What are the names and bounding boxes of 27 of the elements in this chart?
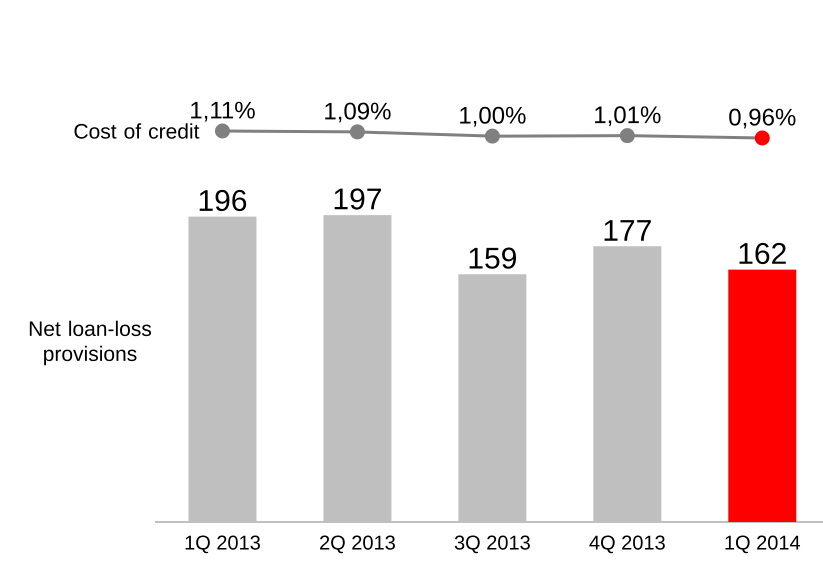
data-label: 159 [470,248,516,269]
point [350,124,365,140]
series-label: Net loan-loss provisions [30,320,152,366]
data-label: 196 [200,190,246,212]
data-label: 1,00% [460,106,526,127]
point [484,128,500,144]
point [754,130,770,146]
bar [728,270,796,522]
x-tick-label: 3Q 2013 [454,536,530,554]
data-label: 1,11% [191,102,255,122]
x-tick-label: 4Q 2013 [589,536,665,554]
bar [593,246,662,522]
bar [323,215,392,522]
data-label: 162 [740,242,786,264]
point [214,123,230,138]
data-label: 177 [604,220,651,241]
series-label: Cost of credit [74,123,200,139]
bar [458,274,526,522]
data-label: 1,01% [595,106,660,126]
point [620,128,635,144]
x-tick-label: 1Q 2013 [186,536,260,554]
x-tick-label: 2Q 2013 [320,536,395,554]
bar [188,216,256,522]
data-label: 197 [334,188,381,210]
x-tick-label: 1Q 2014 [725,536,800,554]
data-label: 0,96% [729,108,796,128]
data-label: 1,09% [325,102,391,122]
